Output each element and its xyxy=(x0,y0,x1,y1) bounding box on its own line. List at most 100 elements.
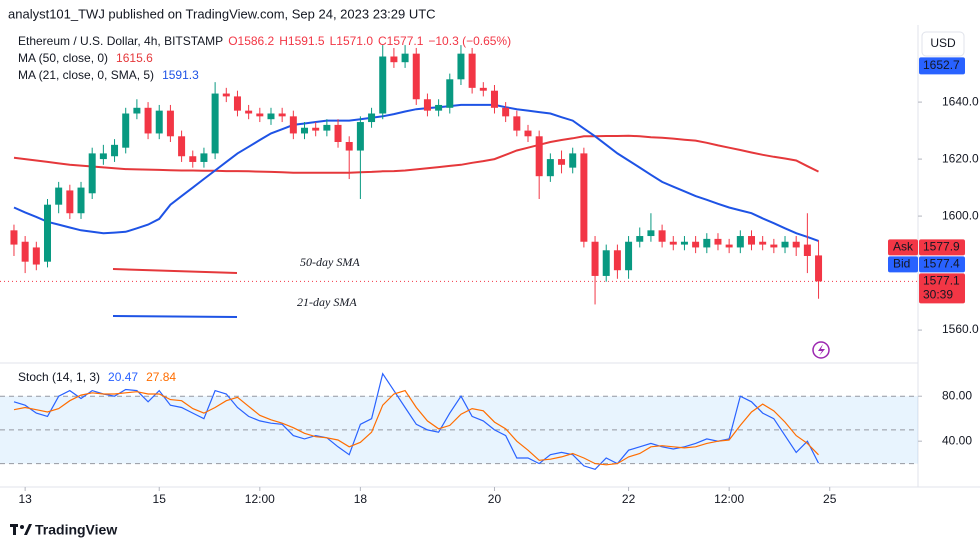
candle-body xyxy=(32,247,40,265)
logo-mark xyxy=(20,525,24,529)
legend-value: 20.47 xyxy=(108,370,138,384)
candle-body xyxy=(166,110,174,137)
x-tick-label: 18 xyxy=(354,492,368,506)
candle-body xyxy=(781,241,789,248)
candle-body xyxy=(546,159,554,177)
candle-body xyxy=(457,53,465,80)
candle-body xyxy=(256,113,264,117)
candle-body xyxy=(513,116,521,131)
price-badge xyxy=(919,273,965,304)
candle-body xyxy=(479,87,487,91)
candle-body xyxy=(301,127,309,134)
x-tick-label: 12:00 xyxy=(245,492,275,506)
candle-body xyxy=(446,79,454,108)
legend-name: MA (50, close, 0) xyxy=(18,51,108,65)
candle-body xyxy=(502,107,510,117)
candle-body xyxy=(680,241,688,245)
symbol: Ethereum / U.S. Dollar, 4h, BITSTAMP xyxy=(18,34,223,48)
y-tick-label: 1600.0 xyxy=(942,208,979,222)
currency[interactable]: USD xyxy=(930,36,956,50)
candle-body xyxy=(714,238,722,245)
candle-body xyxy=(423,99,431,111)
logo-mark xyxy=(13,524,16,535)
candle-body xyxy=(692,241,700,248)
legend-name: Stoch (14, 1, 3) xyxy=(18,370,100,384)
logo-mark xyxy=(24,524,32,535)
candle-body xyxy=(111,144,119,157)
candle-body xyxy=(21,241,29,262)
candle-body xyxy=(770,244,778,248)
candle-body xyxy=(77,187,85,214)
candle-body xyxy=(211,93,219,154)
candle-body xyxy=(390,56,398,63)
candle-body xyxy=(803,244,811,256)
ohlc-value: O1586.2 xyxy=(228,34,274,48)
annotation-line xyxy=(112,315,238,318)
annotation: 50-day SMA xyxy=(300,255,360,269)
price-badge-label: 1652.7 xyxy=(923,58,960,72)
legend-entry: MA (21, close, 0, SMA, 5) 1591.3 xyxy=(18,68,199,82)
legend-name: MA (21, close, 0, SMA, 5) xyxy=(18,68,154,82)
x-tick-label: 15 xyxy=(153,492,167,506)
header: analyst101_TWJ published on TradingView.… xyxy=(8,6,436,21)
candle-body xyxy=(189,156,197,162)
candle-body xyxy=(636,236,644,242)
x-tick-label: 12:00 xyxy=(714,492,744,506)
candle-body xyxy=(591,241,599,276)
y-tick-label: 80.00 xyxy=(942,388,972,402)
stoch-line xyxy=(13,389,819,466)
y-tick-label: 1640.0 xyxy=(942,94,979,108)
moving-average xyxy=(13,134,819,174)
candle-body xyxy=(747,236,755,245)
y-tick-label: 1560.0 xyxy=(942,322,979,336)
candle-body xyxy=(658,230,666,242)
candle-body xyxy=(792,241,800,248)
currency-button[interactable] xyxy=(921,31,965,57)
moving-average xyxy=(13,103,819,242)
quote-name: Ask xyxy=(893,240,914,254)
candle-body xyxy=(278,113,286,117)
annotation-line xyxy=(112,268,238,274)
price-badge-label: 1577.9 xyxy=(923,240,960,254)
candle-body xyxy=(334,124,342,142)
legend-entry: MA (50, close, 0) 1615.6 xyxy=(18,51,153,65)
candle-body xyxy=(323,124,331,131)
candle-body xyxy=(88,153,96,194)
candle-body xyxy=(233,96,241,111)
ohlc-value: L1571.0 xyxy=(330,34,374,48)
candle-body xyxy=(155,110,163,134)
y-tick-label: 1620.0 xyxy=(942,151,979,165)
candle-body xyxy=(267,113,275,120)
candle-body xyxy=(356,122,364,151)
price-badge xyxy=(919,57,965,75)
candle-body xyxy=(178,136,186,157)
legend-value: 27.84 xyxy=(146,370,176,384)
candle-body xyxy=(345,141,353,151)
legend-title: Ethereum / U.S. Dollar, 4h, BITSTAMP O158… xyxy=(18,34,511,48)
candle-body xyxy=(43,204,51,262)
candle-body xyxy=(468,53,476,88)
candle-body xyxy=(312,127,320,131)
candle-body xyxy=(245,110,253,114)
event-icon-bolt xyxy=(818,344,825,356)
price-badge-label: 1577.4 xyxy=(923,257,960,271)
ohlc-value: C1577.1 xyxy=(378,34,424,48)
annotation: 21-day SMA xyxy=(297,295,357,309)
x-tick-label: 22 xyxy=(622,492,636,506)
candle-body xyxy=(133,107,141,114)
candle-body xyxy=(66,190,74,214)
price-badge-label: 1577.1 xyxy=(923,274,960,288)
y-tick-label: 40.00 xyxy=(942,433,972,447)
x-tick-label: 20 xyxy=(488,492,502,506)
candle-body xyxy=(569,153,577,168)
candle-body xyxy=(222,93,230,97)
candle-body xyxy=(379,56,387,114)
candle-body xyxy=(558,159,566,165)
ohlc-value: −10.3 (−0.65%) xyxy=(428,34,511,48)
event-icon[interactable] xyxy=(812,341,830,359)
candle-body xyxy=(401,53,409,63)
candle-body xyxy=(524,130,532,137)
quote-name-badge xyxy=(888,256,918,273)
